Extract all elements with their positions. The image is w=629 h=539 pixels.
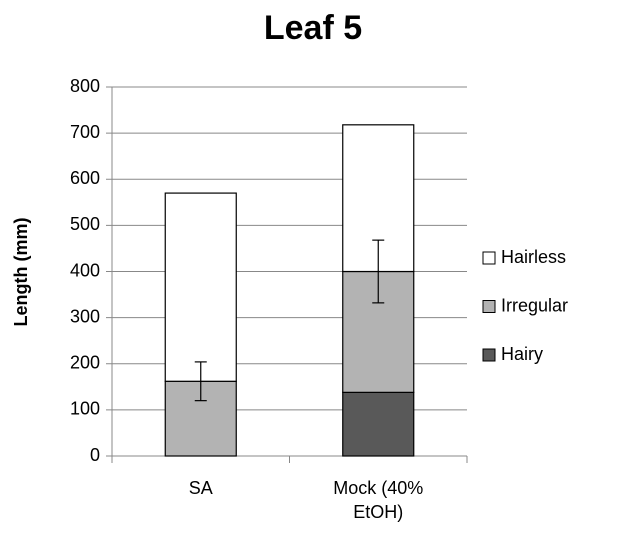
y-tick-label: 100 (70, 399, 100, 419)
y-tick-label: 0 (90, 445, 100, 465)
y-axis-label: Length (mm) (11, 218, 31, 327)
legend-label: Hairless (501, 247, 566, 267)
bar-segment (342, 391, 415, 457)
y-tick-label: 300 (70, 306, 100, 326)
y-tick-label: 200 (70, 353, 100, 373)
y-tick-label: 700 (70, 122, 100, 142)
chart-title: Leaf 5 (264, 9, 362, 47)
y-tick-label: 600 (70, 168, 100, 188)
bar-segment (164, 192, 237, 382)
y-tick-label: 800 (70, 76, 100, 96)
legend-swatch (482, 348, 496, 362)
legend-label: Hairy (501, 344, 543, 364)
legend-swatch (482, 251, 496, 265)
y-tick-label: 500 (70, 214, 100, 234)
legend-swatch (482, 300, 496, 313)
legend-label: Irregular (501, 295, 568, 315)
y-tick-label: 400 (70, 260, 100, 280)
x-tick-label: SA (188, 478, 213, 498)
x-tick-label: Mock (40% EtOH) (333, 478, 424, 522)
